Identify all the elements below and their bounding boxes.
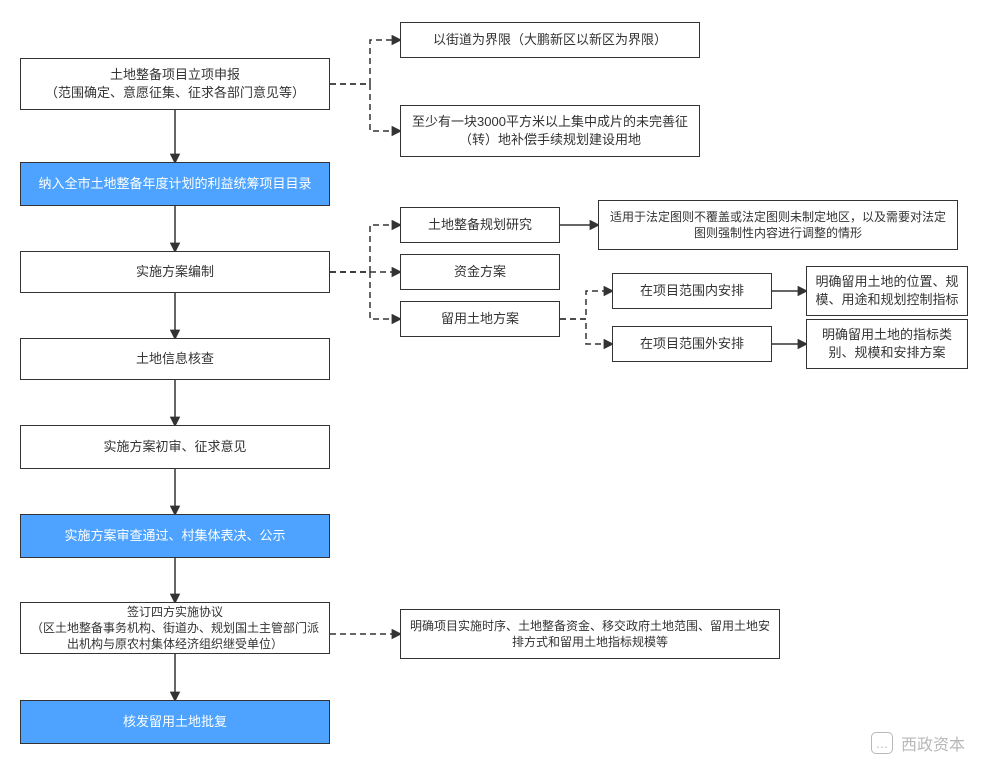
node-n5: 实施方案初审、征求意见 [20,425,330,469]
node-n3c1: 在项目范围内安排 [612,273,772,309]
node-n3c2d: 明确留用土地的指标类别、规模和安排方案 [806,319,968,369]
watermark: … 西政资本 [871,731,965,755]
node-n7: 签订四方实施协议（区土地整备事务机构、街道办、规划国土主管部门派出机构与原农村集… [20,602,330,654]
node-n6: 实施方案审查通过、村集体表决、公示 [20,514,330,558]
node-n8: 核发留用土地批复 [20,700,330,744]
node-n3a: 土地整备规划研究 [400,207,560,243]
node-n1b: 至少有一块3000平方米以上集中成片的未完善征（转）地补偿手续规划建设用地 [400,105,700,157]
node-n1a: 以街道为界限（大鹏新区以新区为界限） [400,22,700,58]
watermark-text: 西政资本 [901,731,965,755]
node-n4: 土地信息核查 [20,338,330,380]
node-n2: 纳入全市土地整备年度计划的利益统筹项目目录 [20,162,330,206]
node-n3c2: 在项目范围外安排 [612,326,772,362]
node-n3: 实施方案编制 [20,251,330,293]
node-n3c1d: 明确留用土地的位置、规模、用途和规划控制指标 [806,266,968,316]
node-n3b: 资金方案 [400,254,560,290]
wechat-icon: … [871,732,893,754]
node-n7a: 明确项目实施时序、土地整备资金、移交政府土地范围、留用土地安排方式和留用土地指标… [400,609,780,659]
node-n1: 土地整备项目立项申报（范围确定、意愿征集、征求各部门意见等） [20,58,330,110]
node-n3c: 留用土地方案 [400,301,560,337]
node-n3a2: 适用于法定图则不覆盖或法定图则未制定地区，以及需要对法定图则强制性内容进行调整的… [598,200,958,250]
